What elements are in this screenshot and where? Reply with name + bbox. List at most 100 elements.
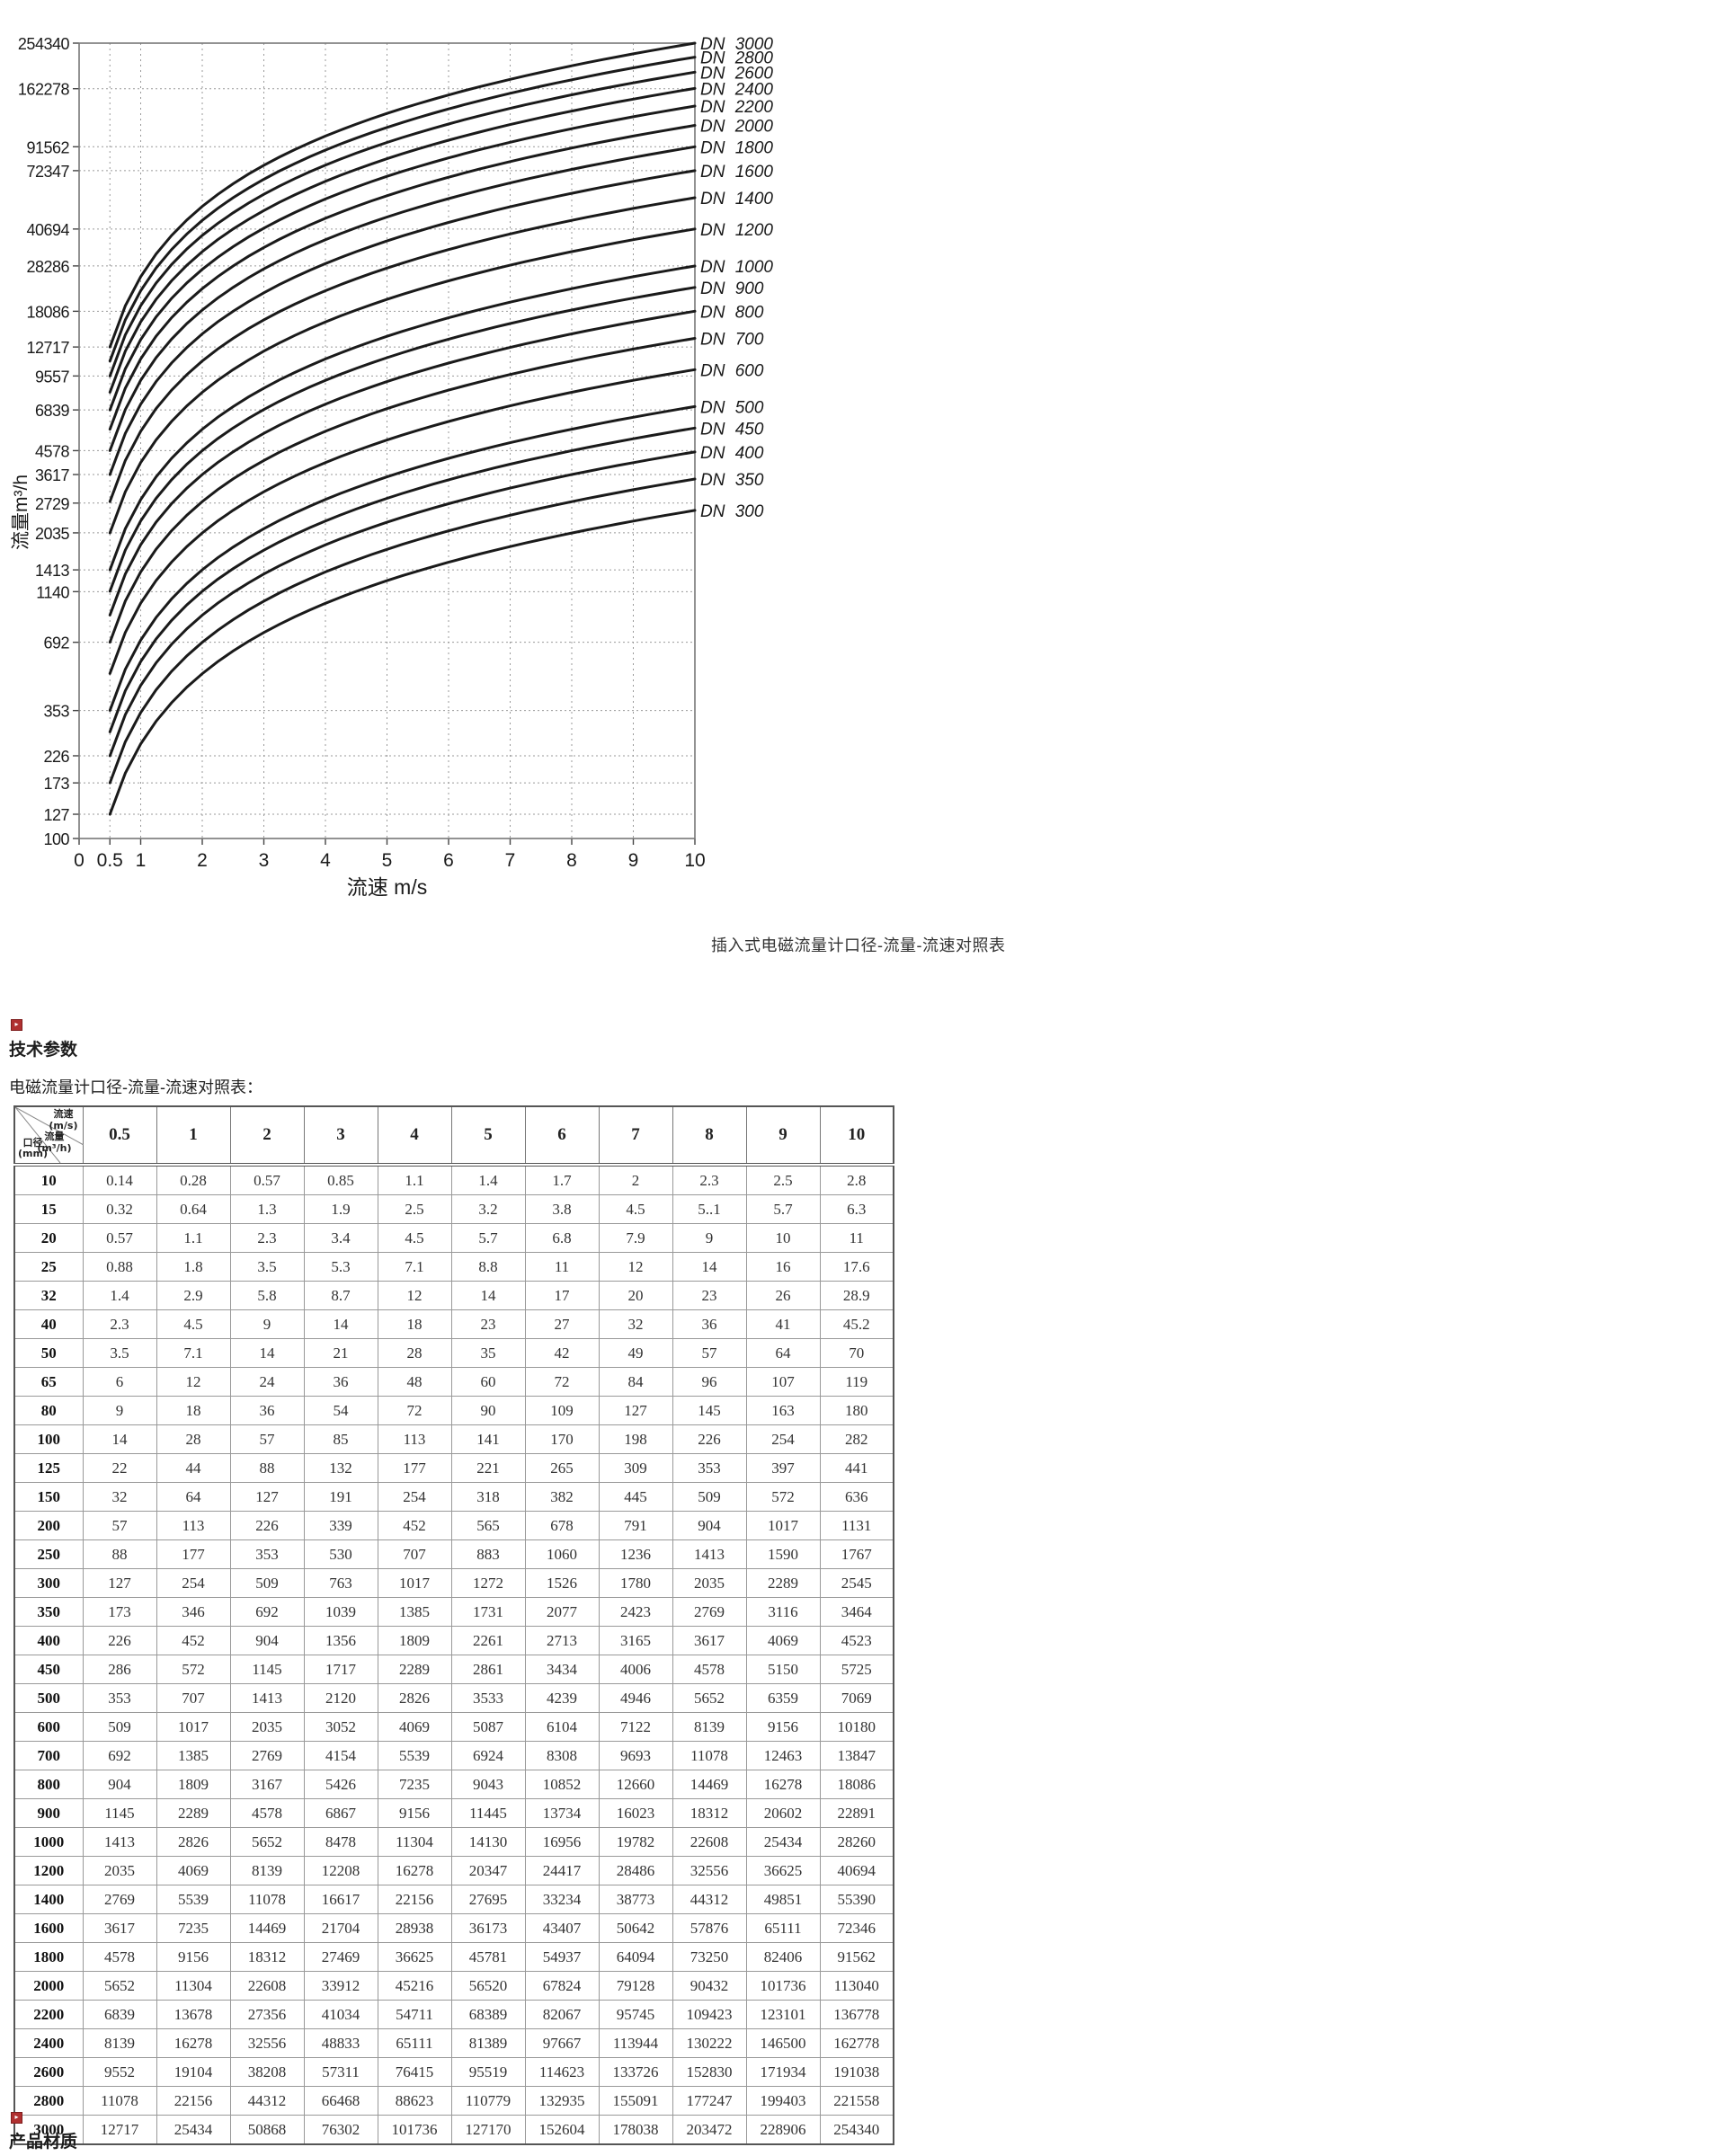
flow-velocity-chart: 0 0.5 1 2 3 4 5 6 7 8 9 10 100 127 173 226 353 692 1140 141… (11, 35, 773, 899)
flow-value-cell: 113040 (819, 1971, 894, 2001)
dn-line-label: DN 1800 (700, 138, 773, 157)
flow-value-cell: 254 (377, 1482, 452, 1512)
flow-value-cell: 73250 (672, 1942, 747, 1972)
flow-value-cell: 16278 (156, 2028, 231, 2058)
flow-value-cell: 113 (377, 1424, 452, 1454)
flow-value-cell: 1.1 (377, 1164, 452, 1195)
flow-value-cell: 32556 (229, 2028, 305, 2058)
flow-value-cell: 265 (524, 1453, 600, 1483)
flow-value-cell: 14469 (672, 1770, 747, 1799)
flow-value-cell: 4.5 (598, 1194, 673, 1224)
flow-value-cell: 32 (598, 1309, 673, 1339)
y-tick-label: 692 (43, 634, 69, 652)
column-header: 9 (745, 1105, 821, 1167)
flow-value-cell: 3617 (82, 1913, 157, 1943)
flow-value-cell: 32 (82, 1482, 157, 1512)
table-row: 350 173 346 692 1039 1385 1731 2077 2423 2769 3116… (13, 1597, 894, 1627)
flow-value-cell: 41 (745, 1309, 821, 1339)
x-tick-label: 7 (505, 850, 516, 871)
flow-value-cell: 127 (229, 1482, 305, 1512)
flow-value-cell: 1236 (598, 1539, 673, 1569)
table-row: 200 57 113 226 339 452 565 678 791 904 1017 1131 (13, 1511, 894, 1540)
flow-value-cell: 81389 (450, 2028, 526, 2058)
table-row: 450 286 572 1145 1717 2289 2861 3434 4006 4578 515… (13, 1655, 894, 1684)
table-intro: 电磁流量计口径-流量-流速对照表： (9, 1078, 262, 1096)
column-header: 3 (303, 1105, 378, 1167)
flow-value-cell: 12717 (82, 2115, 157, 2145)
flow-value-cell: 55390 (819, 1885, 894, 1914)
flow-value-cell: 91562 (819, 1942, 894, 1972)
corner-diagonals-icon (15, 1107, 84, 1163)
flow-value-cell: 2261 (450, 1626, 526, 1655)
flow-value-cell: 101736 (745, 1971, 821, 2001)
y-tick-label: 40694 (26, 221, 69, 239)
flow-value-cell: 152604 (524, 2115, 600, 2145)
flow-value-cell: 36625 (745, 1856, 821, 1885)
table-row: 400 226 452 904 1356 1809 2261 2713 3165 3617 4069… (13, 1626, 894, 1655)
flow-value-cell: 162778 (819, 2028, 894, 2058)
column-header: 1 (156, 1105, 231, 1167)
y-tick-label: 6839 (35, 402, 70, 420)
dn-line-label: DN 700 (700, 330, 764, 349)
flow-value-cell: 127170 (450, 2115, 526, 2145)
flow-value-cell: 17.6 (819, 1252, 894, 1282)
dn-line-label: DN 500 (700, 398, 764, 417)
flow-value-cell: 1717 (303, 1655, 378, 1684)
flow-value-cell: 1.4 (82, 1281, 157, 1310)
dn-line (108, 309, 697, 617)
flow-value-cell: 3.5 (229, 1252, 305, 1282)
flow-value-cell: 2826 (156, 1827, 231, 1857)
row-dn: 3000 (13, 2115, 84, 2145)
flow-value-cell: 11304 (377, 1827, 452, 1857)
table-row: 3000 12717 25434 50868 76302 101736 127170 1526… (13, 2115, 894, 2145)
flow-value-cell: 2035 (672, 1568, 747, 1598)
row-dn: 1600 (13, 1913, 84, 1943)
flow-value-cell: 2713 (524, 1626, 600, 1655)
flow-value-cell: 1.8 (156, 1252, 231, 1282)
row-dn: 300 (13, 1568, 84, 1598)
row-dn: 10 (13, 1164, 84, 1195)
flow-value-cell: 38773 (598, 1885, 673, 1914)
row-dn: 2200 (13, 2000, 84, 2029)
corner-label-velocity: 流速 (m/s) (49, 1108, 78, 1131)
flow-value-cell: 1.4 (450, 1164, 526, 1195)
flow-value-cell: 68389 (450, 2000, 526, 2029)
flow-value-cell: 2289 (156, 1798, 231, 1828)
flow-value-cell: 0.57 (229, 1164, 305, 1195)
flow-value-cell: 904 (229, 1626, 305, 1655)
row-dn: 150 (13, 1482, 84, 1512)
flow-value-cell: 32556 (672, 1856, 747, 1885)
flow-value-cell: 27469 (303, 1942, 378, 1972)
flow-value-cell: 5.7 (450, 1223, 526, 1253)
flow-value-cell: 18086 (819, 1770, 894, 1799)
flow-value-cell: 7069 (819, 1683, 894, 1713)
y-tick-label: 18086 (26, 303, 69, 321)
corner-label-diameter: 口径 (mm) (18, 1136, 48, 1160)
flow-value-cell: 565 (450, 1511, 526, 1540)
table-header-row: 流速 (m/s) 流量 (m³/h) 口径 (mm) 0.5 1 2 3 4 5 6 7 8 9 10 (13, 1105, 894, 1167)
table-row: 150 32 64 127 191 254 318 382 445 509 572 636 (13, 1482, 894, 1512)
flow-value-cell: 5652 (82, 1971, 157, 2001)
flow-value-cell: 1039 (303, 1597, 378, 1627)
flow-value-cell: 346 (156, 1597, 231, 1627)
flow-value-cell: 54937 (524, 1942, 600, 1972)
flow-value-cell: 3464 (819, 1597, 894, 1627)
y-tick-label: 2035 (35, 525, 70, 543)
flow-value-cell: 14 (82, 1424, 157, 1454)
flow-value-cell: 2077 (524, 1597, 600, 1627)
dn-line (108, 368, 697, 675)
flow-value-cell: 2.5 (377, 1194, 452, 1224)
table-row: 700 692 1385 2769 4154 5539 6924 8308 9693 11078 1… (13, 1741, 894, 1770)
y-tick-label: 1140 (36, 583, 69, 601)
dn-line-label: DN 2000 (700, 118, 773, 137)
flow-value-cell: 16956 (524, 1827, 600, 1857)
flow-value-cell: 70 (819, 1338, 894, 1368)
flow-value-cell: 5150 (745, 1655, 821, 1684)
flow-value-cell: 8.7 (303, 1281, 378, 1310)
dn-line-label: DN 2400 (700, 80, 773, 99)
flow-value-cell: 45.2 (819, 1309, 894, 1339)
flow-value-cell: 4069 (156, 1856, 231, 1885)
flow-value-cell: 101736 (377, 2115, 452, 2145)
flow-value-cell: 57 (82, 1511, 157, 1540)
